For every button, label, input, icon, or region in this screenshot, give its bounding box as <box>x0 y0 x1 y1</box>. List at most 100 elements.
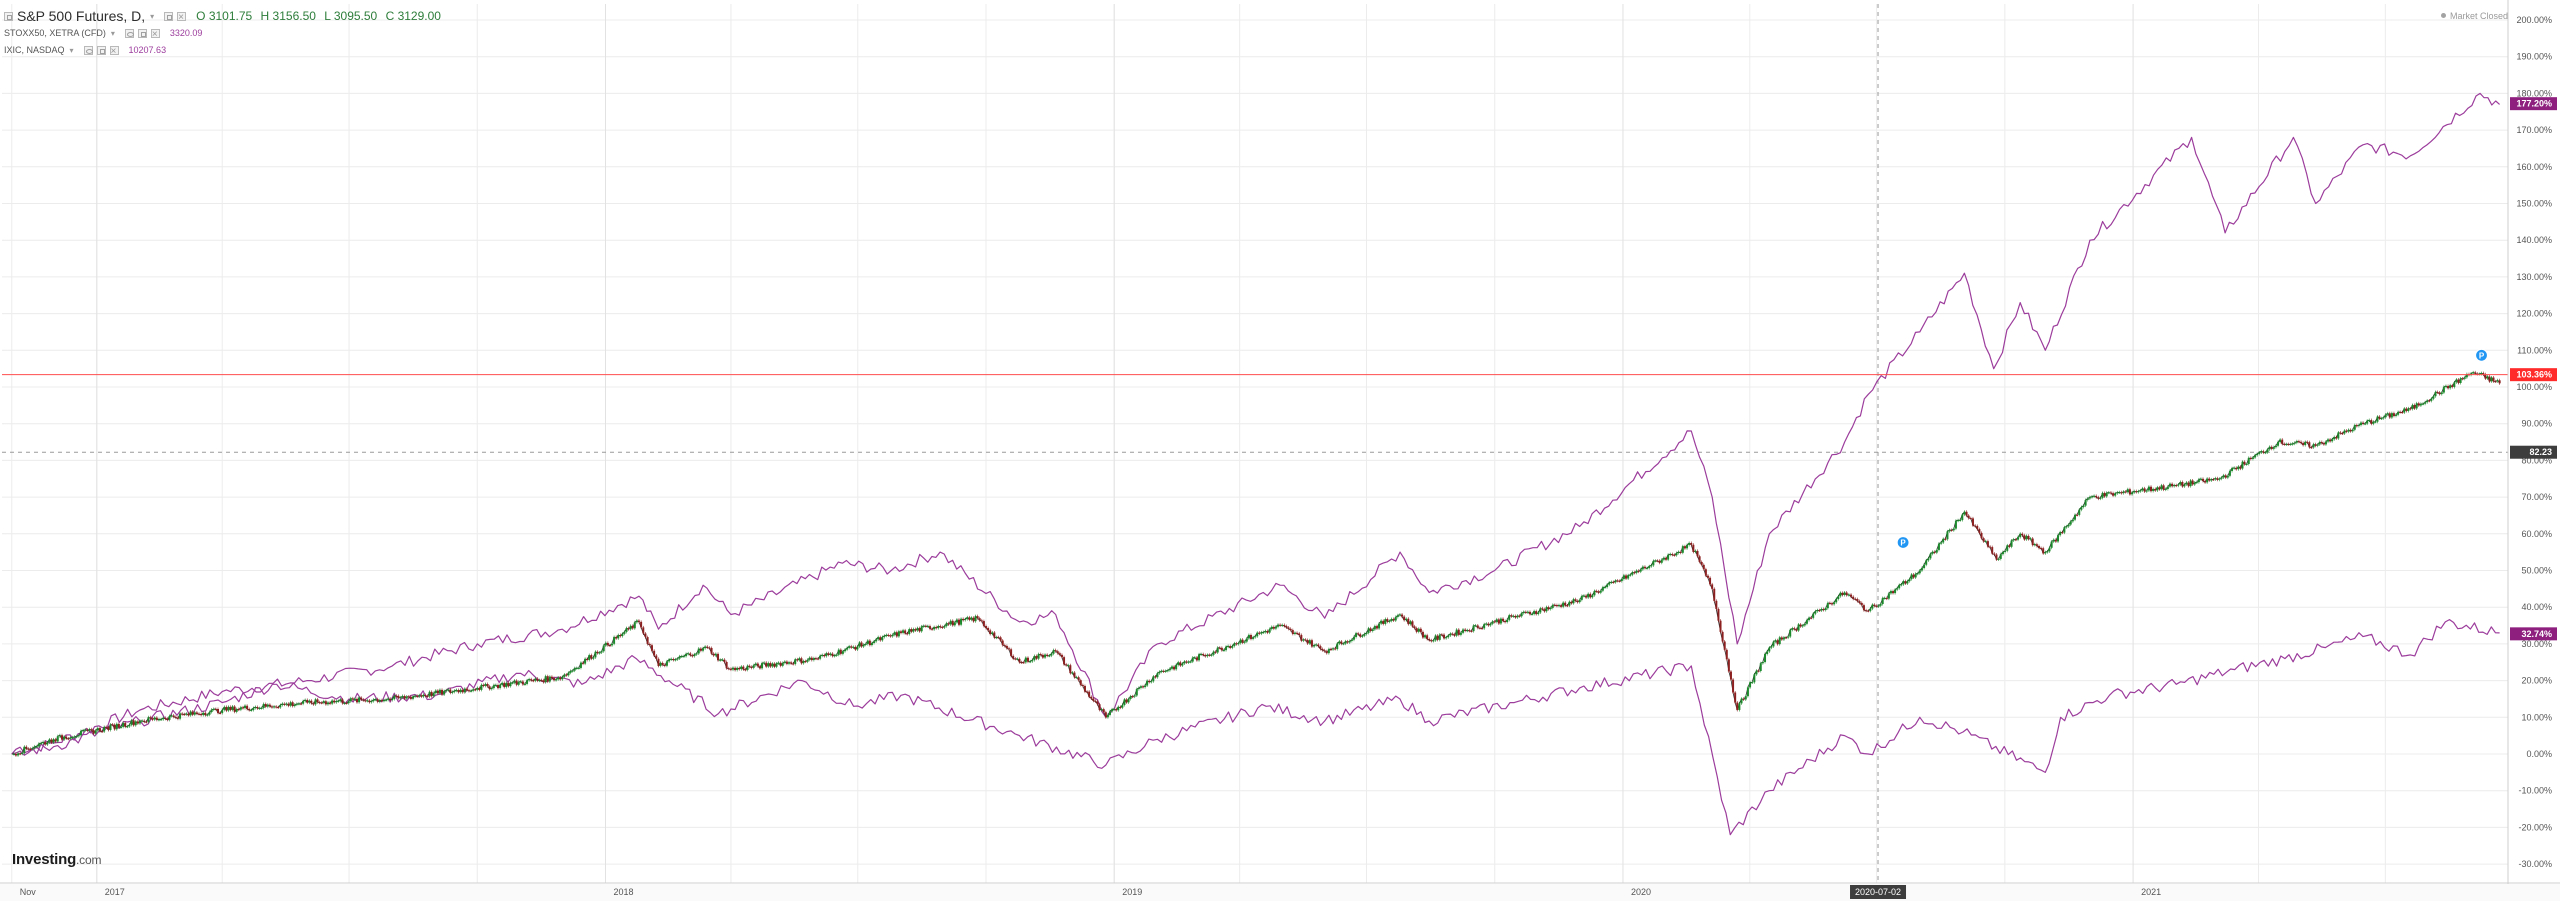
candle <box>1692 544 1695 552</box>
candle <box>1173 666 1176 670</box>
close-icon[interactable] <box>109 43 119 60</box>
candle <box>2419 403 2422 406</box>
candle <box>216 709 219 713</box>
candle <box>1603 587 1606 589</box>
candle <box>1260 632 1263 634</box>
candle <box>385 699 388 701</box>
y-tick-label: 70.00% <box>2521 492 2552 502</box>
close-icon[interactable] <box>177 9 187 26</box>
candle <box>503 682 506 688</box>
ixic-series-name[interactable]: IXIC, NASDAQ <box>4 45 65 55</box>
candle <box>1369 628 1372 631</box>
candle <box>586 658 589 660</box>
candle <box>2434 392 2437 397</box>
event-marker-circle[interactable] <box>1896 535 1910 550</box>
candle <box>1700 561 1703 565</box>
candle <box>1313 645 1316 647</box>
candle <box>833 655 836 657</box>
candle <box>329 702 332 704</box>
candle <box>1965 511 1968 516</box>
candle <box>264 703 267 707</box>
candle <box>650 645 653 651</box>
legend-stoxx-series[interactable]: STOXX50, XETRA (CFD) ▾ 3320.09 <box>4 25 446 43</box>
candle <box>320 702 323 704</box>
main-series-name[interactable]: S&P 500 Futures, D, <box>17 8 146 24</box>
candle <box>2370 420 2373 424</box>
candle <box>839 649 842 654</box>
event-marker-icon[interactable]: P <box>2474 348 2489 362</box>
candle <box>1744 696 1747 700</box>
candle <box>588 655 591 660</box>
candle <box>195 712 198 714</box>
candle <box>179 713 182 719</box>
settings-icon[interactable] <box>137 29 147 38</box>
candle <box>2095 495 2098 498</box>
candle <box>1256 632 1259 637</box>
candle <box>804 661 807 663</box>
candle <box>2124 491 2127 493</box>
candle <box>2189 480 2192 487</box>
candle <box>2195 482 2198 484</box>
event-marker-circle[interactable] <box>2474 348 2489 362</box>
candle <box>2337 432 2340 439</box>
candle <box>879 637 882 641</box>
legend-main-series[interactable]: S&P 500 Futures, D, ▾ O 3101.75 H 3156.5… <box>4 8 446 26</box>
candle <box>1892 591 1895 594</box>
chevron-down-icon[interactable]: ▾ <box>110 29 115 38</box>
settings-icon[interactable] <box>164 12 174 21</box>
candle <box>1723 641 1726 650</box>
y-tick-label: 80.00% <box>2521 455 2552 465</box>
candle <box>1896 588 1899 590</box>
candle <box>2109 492 2112 494</box>
y-tick-label: 160.00% <box>2516 162 2552 172</box>
candle <box>1315 644 1318 646</box>
candle <box>1222 650 1225 652</box>
candle <box>1957 520 1960 522</box>
candle <box>710 647 713 654</box>
candle <box>2308 442 2311 448</box>
candle <box>744 669 747 671</box>
candle <box>356 698 359 703</box>
candle <box>499 684 502 688</box>
y-axis[interactable]: 200.00% 190.00% 180.00% 170.00% 160.00% 150.0… <box>2507 0 2552 901</box>
candle <box>1083 685 1086 692</box>
candle <box>1216 647 1219 653</box>
candle <box>482 684 485 686</box>
candle <box>629 625 632 630</box>
settings-icon[interactable] <box>96 46 106 55</box>
candle <box>105 726 108 728</box>
event-marker-icon[interactable]: P <box>1896 535 1910 550</box>
candle <box>1139 686 1142 688</box>
candle <box>1227 646 1230 648</box>
candle <box>1233 643 1236 646</box>
x-bands <box>96 4 2134 883</box>
candle <box>1016 658 1019 660</box>
candle <box>1589 593 1592 598</box>
candle <box>2243 461 2246 465</box>
candle <box>1210 654 1213 656</box>
close-icon[interactable] <box>150 26 160 43</box>
eye-icon[interactable] <box>124 29 134 38</box>
candle <box>2314 444 2317 446</box>
collapse-icon[interactable] <box>4 12 13 21</box>
candle <box>1293 632 1296 634</box>
candle <box>779 662 782 666</box>
candle <box>1537 612 1540 615</box>
candle <box>2351 429 2354 432</box>
candle <box>132 720 135 726</box>
candle <box>2465 374 2468 378</box>
stoxx-series-name[interactable]: STOXX50, XETRA (CFD) <box>4 28 106 38</box>
chevron-down-icon[interactable]: ▾ <box>150 12 155 21</box>
legend-ixic-series[interactable]: IXIC, NASDAQ ▾ 10207.63 <box>4 42 446 60</box>
candle <box>2206 478 2209 483</box>
x-axis[interactable]: Nov 2017 2018 2019 2020 2020-07-02 2021 <box>0 882 2560 901</box>
candle <box>1096 701 1099 705</box>
candle <box>2302 442 2305 446</box>
candle <box>1808 617 1811 621</box>
eye-icon[interactable] <box>83 46 93 55</box>
candle <box>2455 379 2458 383</box>
candle <box>424 694 427 696</box>
chevron-down-icon[interactable]: ▾ <box>69 46 74 55</box>
